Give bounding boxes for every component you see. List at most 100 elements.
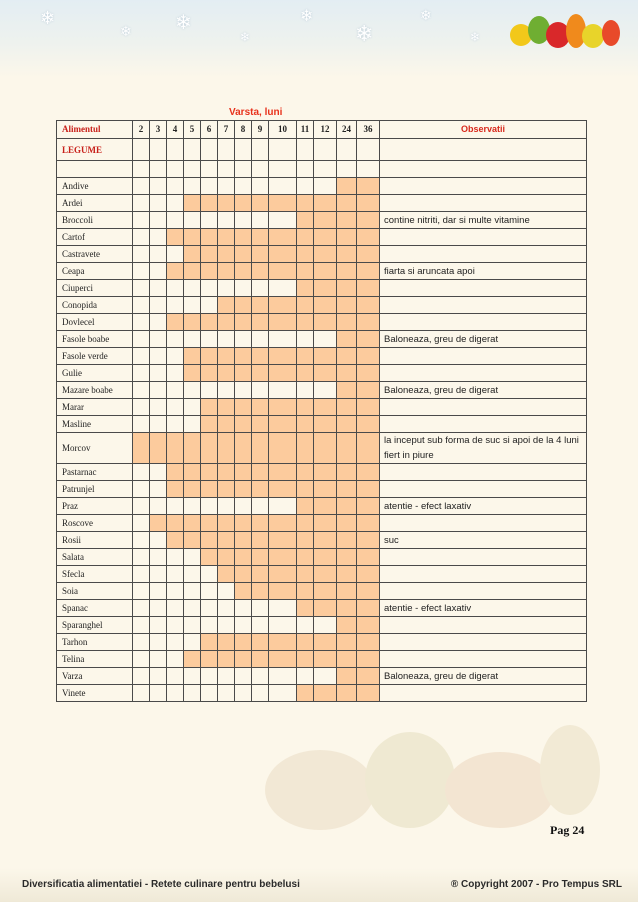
month-cell xyxy=(183,211,201,229)
month-cell xyxy=(183,650,201,668)
month-cell xyxy=(183,432,201,464)
month-cell xyxy=(296,347,314,365)
snowflake-icon: ❄ xyxy=(120,24,132,40)
table-row: Ciuperci xyxy=(56,279,587,297)
table-row: Dovlecel xyxy=(56,313,587,331)
snowflake-icon: ❄ xyxy=(355,22,374,47)
month-cell xyxy=(296,177,314,195)
month-cell xyxy=(200,279,218,297)
food-name: Morcov xyxy=(56,432,133,464)
month-cell xyxy=(200,347,218,365)
month-cell xyxy=(234,684,252,702)
month-cell xyxy=(183,313,201,331)
month-cell xyxy=(234,616,252,634)
month-cell xyxy=(268,381,297,399)
food-table: Alimentul 2 3 4 5 6 7 8 9 10 11 12 24 36 Observatii LEG… xyxy=(56,120,587,702)
month-cell xyxy=(356,497,380,515)
column-header-aliment: Alimentul xyxy=(56,120,133,139)
month-cell xyxy=(166,463,184,481)
month-cell xyxy=(217,211,235,229)
month-cell xyxy=(234,650,252,668)
month-cell xyxy=(183,531,201,549)
month-cell xyxy=(336,279,357,297)
table-row: Vinete xyxy=(56,684,587,702)
month-cell xyxy=(268,177,297,195)
month-cell xyxy=(296,398,314,416)
month-cell xyxy=(234,415,252,433)
observation-text: Baloneaza, greu de digerat xyxy=(379,330,587,348)
observation-text xyxy=(379,633,587,651)
month-cell xyxy=(183,330,201,348)
month-cell xyxy=(132,415,150,433)
month-cell xyxy=(217,313,235,331)
month-cell xyxy=(149,480,167,498)
month-cell xyxy=(313,313,337,331)
month-cell xyxy=(296,211,314,229)
month-cell xyxy=(356,138,380,161)
month-cell xyxy=(356,364,380,382)
month-cell xyxy=(251,415,269,433)
food-name: Roscove xyxy=(56,514,133,532)
month-cell xyxy=(296,480,314,498)
observation-text xyxy=(379,364,587,382)
month-cell xyxy=(268,262,297,280)
month-cell xyxy=(132,633,150,651)
month-cell xyxy=(217,177,235,195)
month-cell xyxy=(234,211,252,229)
month-cell xyxy=(251,364,269,382)
month-cell xyxy=(313,398,337,416)
month-cell xyxy=(356,415,380,433)
month-cell xyxy=(183,582,201,600)
month-cell xyxy=(234,347,252,365)
month-cell xyxy=(183,262,201,280)
table-row: Patrunjel xyxy=(56,480,587,498)
observation-text: la inceput sub forma de suc si apoi de l… xyxy=(379,432,587,464)
observation-text xyxy=(379,463,587,481)
month-cell xyxy=(149,138,167,161)
observation-text xyxy=(379,194,587,212)
month-cell xyxy=(166,514,184,532)
month-cell xyxy=(183,548,201,566)
month-cell xyxy=(166,228,184,246)
month-cell xyxy=(336,381,357,399)
month-cell xyxy=(296,633,314,651)
month-cell xyxy=(336,531,357,549)
month-cell xyxy=(296,531,314,549)
month-cell xyxy=(336,194,357,212)
month-cell xyxy=(313,463,337,481)
month-cell xyxy=(268,463,297,481)
month-cell xyxy=(268,194,297,212)
month-cell xyxy=(296,432,314,464)
table-row: Praz atentie - efect laxativ xyxy=(56,497,587,515)
month-cell xyxy=(166,480,184,498)
month-cell xyxy=(251,463,269,481)
table-row: Spanac atentie - efect laxativ xyxy=(56,599,587,617)
observation-text xyxy=(379,347,587,365)
month-cell xyxy=(149,599,167,617)
month-cell xyxy=(183,160,201,178)
month-cell xyxy=(149,347,167,365)
month-cell xyxy=(217,684,235,702)
month-cell xyxy=(132,463,150,481)
month-cell xyxy=(336,514,357,532)
month-cell xyxy=(313,650,337,668)
month-cell xyxy=(296,313,314,331)
month-cell xyxy=(336,398,357,416)
month-cell xyxy=(296,262,314,280)
footer-title: Diversificatia alimentatiei - Retete cul… xyxy=(22,879,300,890)
month-cell xyxy=(200,548,218,566)
observation-text xyxy=(379,650,587,668)
month-cell xyxy=(132,565,150,583)
month-cell xyxy=(149,415,167,433)
month-cell xyxy=(234,262,252,280)
month-cell xyxy=(356,245,380,263)
table-row: Pastarnac xyxy=(56,463,587,481)
food-name: Cartof xyxy=(56,228,133,246)
vegetables-watermark xyxy=(265,725,600,830)
table-row: Telina xyxy=(56,650,587,668)
month-cell xyxy=(166,381,184,399)
observation-text xyxy=(379,565,587,583)
month-cell xyxy=(296,599,314,617)
month-cell xyxy=(268,616,297,634)
month-cell xyxy=(356,684,380,702)
